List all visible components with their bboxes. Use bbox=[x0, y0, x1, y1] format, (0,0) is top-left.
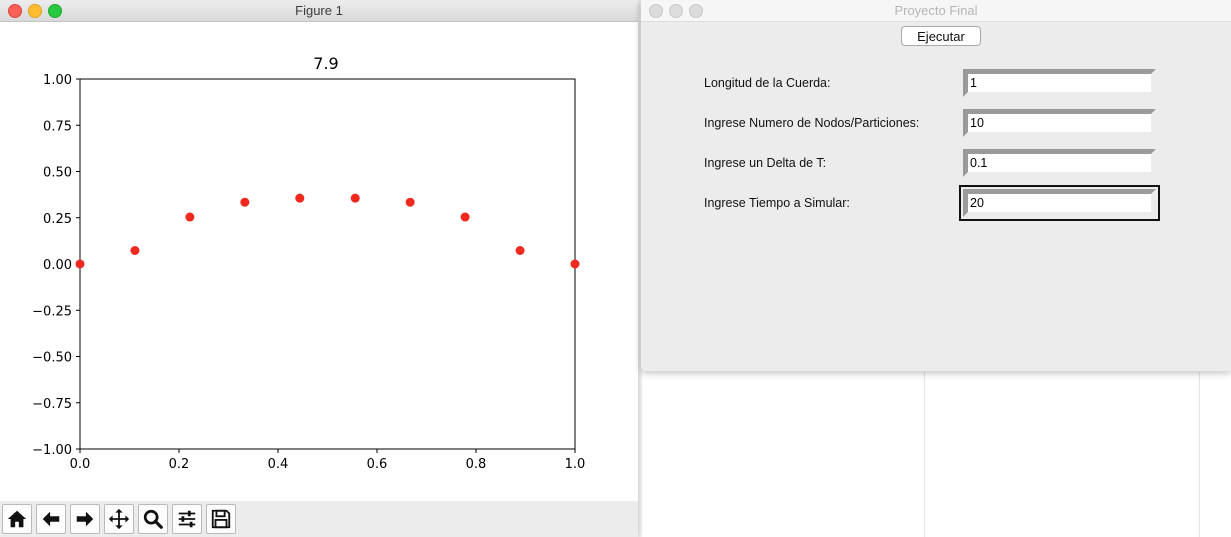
proyecto-final-window: Proyecto Final Ejecutar Longitud de la C… bbox=[641, 0, 1231, 371]
chart-title: 7.9 bbox=[313, 54, 338, 73]
minimize-window-button[interactable] bbox=[28, 4, 42, 18]
zoom-icon bbox=[143, 509, 163, 529]
save-icon bbox=[211, 509, 231, 529]
zoom-window-button[interactable] bbox=[48, 4, 62, 18]
back-button[interactable] bbox=[36, 504, 66, 534]
y-tick-label: 0.50 bbox=[43, 166, 72, 181]
figure-titlebar[interactable]: Figure 1 bbox=[0, 0, 638, 22]
zoom-button[interactable] bbox=[138, 504, 168, 534]
home-button[interactable] bbox=[2, 504, 32, 534]
y-tick-label: 1.00 bbox=[43, 73, 72, 88]
x-tick-label: 0.4 bbox=[268, 457, 289, 472]
delta-t-label: Ingrese un Delta de T: bbox=[704, 156, 827, 170]
data-point bbox=[405, 197, 415, 207]
save-figure-button[interactable] bbox=[206, 504, 236, 534]
pan-button[interactable] bbox=[104, 504, 134, 534]
forward-arrow-icon bbox=[76, 511, 94, 527]
tiempo-label: Ingrese Tiempo a Simular: bbox=[704, 196, 850, 210]
background-app-edge bbox=[638, 0, 642, 537]
y-tick-label: −0.75 bbox=[32, 397, 72, 412]
nodos-label: Ingrese Numero de Nodos/Particiones: bbox=[704, 116, 920, 130]
axes: 0.0 0.2 0.4 0.6 0.8 1.0 1.00 0.75 0.50 0.25 0.00 −0… bbox=[32, 73, 585, 472]
data-point bbox=[185, 212, 195, 222]
zoom-window-button[interactable] bbox=[689, 4, 703, 18]
data-point bbox=[295, 193, 305, 203]
data-point bbox=[350, 193, 360, 203]
forward-button[interactable] bbox=[70, 504, 100, 534]
configure-subplots-icon bbox=[178, 510, 196, 528]
figure-window-title: Figure 1 bbox=[295, 3, 343, 18]
data-point bbox=[75, 259, 85, 269]
figure-window: Figure 1 7.9 0.0 0.2 0.4 0.6 0.8 1.0 1.00 0.75 0… bbox=[0, 0, 638, 537]
x-tick-label: 0.2 bbox=[169, 457, 190, 472]
x-tick-label: 0.8 bbox=[466, 457, 487, 472]
plot-background bbox=[0, 22, 638, 500]
data-point bbox=[130, 245, 140, 255]
pan-icon bbox=[108, 508, 130, 530]
proyecto-titlebar[interactable]: Proyecto Final bbox=[641, 0, 1231, 22]
close-window-button[interactable] bbox=[8, 4, 22, 18]
longitud-label: Longitud de la Cuerda: bbox=[704, 76, 831, 90]
y-tick-label: 0.75 bbox=[43, 119, 72, 134]
x-tick-label: 0.0 bbox=[70, 457, 91, 472]
data-points bbox=[75, 193, 580, 269]
y-tick-label: −0.50 bbox=[32, 351, 72, 366]
data-point bbox=[515, 245, 525, 255]
close-window-button[interactable] bbox=[649, 4, 663, 18]
background-app-panel bbox=[924, 372, 1200, 537]
nodos-input[interactable]: 10 bbox=[963, 109, 1156, 137]
navigation-toolbar bbox=[0, 501, 638, 537]
ejecutar-button[interactable]: Ejecutar bbox=[901, 26, 981, 46]
proyecto-window-title: Proyecto Final bbox=[894, 3, 978, 18]
data-point bbox=[240, 197, 250, 207]
delta-t-input[interactable]: 0.1 bbox=[963, 149, 1156, 177]
y-tick-label: −0.25 bbox=[32, 304, 72, 319]
y-tick-label: −1.00 bbox=[32, 443, 72, 458]
data-point bbox=[460, 212, 470, 222]
longitud-input[interactable]: 1 bbox=[963, 69, 1156, 97]
minimize-window-button[interactable] bbox=[669, 4, 683, 18]
tiempo-input[interactable]: 20 bbox=[959, 185, 1160, 221]
configure-subplots-button[interactable] bbox=[172, 504, 202, 534]
back-arrow-icon bbox=[42, 511, 60, 527]
plot-canvas[interactable]: 7.9 0.0 0.2 0.4 0.6 0.8 1.01.000.750.500.250.… bbox=[0, 22, 638, 500]
data-point bbox=[570, 259, 580, 269]
x-tick-label: 1.0 bbox=[565, 457, 586, 472]
y-tick-label: 0.25 bbox=[43, 212, 72, 227]
home-icon bbox=[7, 510, 27, 528]
y-tick-label: 0.00 bbox=[43, 258, 72, 273]
x-tick-label: 0.6 bbox=[367, 457, 388, 472]
